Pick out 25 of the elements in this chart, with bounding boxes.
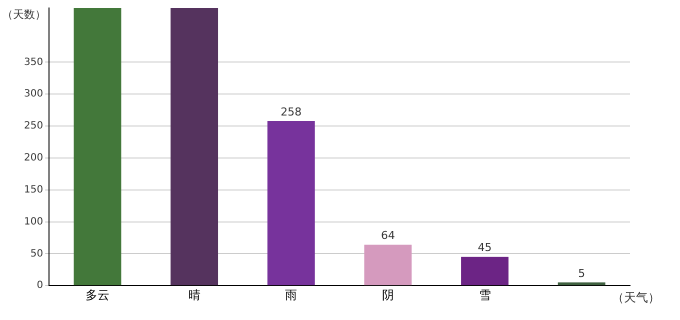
bar xyxy=(364,244,412,286)
x-tick-label: 晴 xyxy=(188,288,200,302)
bar xyxy=(267,120,315,286)
x-tick-label: 雪 xyxy=(478,288,491,302)
y-tick-label: 350 xyxy=(24,56,44,68)
y-tick-label: 250 xyxy=(24,120,44,132)
bar xyxy=(558,282,606,286)
x-axis-title: （天气） xyxy=(612,290,660,305)
data-label: 45 xyxy=(478,241,492,254)
y-tick-label: 100 xyxy=(24,216,44,228)
data-label: 258 xyxy=(280,105,302,118)
bar xyxy=(74,8,122,286)
y-tick-label: 150 xyxy=(24,184,44,196)
y-tick-label: 300 xyxy=(24,88,44,100)
y-tick-label: 50 xyxy=(30,248,44,260)
y-axis-title: （天数） xyxy=(2,8,46,21)
data-label: 64 xyxy=(380,229,395,242)
y-tick-label: 200 xyxy=(24,152,44,164)
bar xyxy=(170,8,218,286)
x-tick-label: 多云 xyxy=(85,288,110,302)
y-tick-label: 0 xyxy=(36,280,44,292)
x-tick-label: 雨 xyxy=(285,288,298,302)
data-label: 5 xyxy=(578,266,586,280)
x-tick-label: 阴 xyxy=(382,288,394,302)
bar xyxy=(461,256,508,286)
